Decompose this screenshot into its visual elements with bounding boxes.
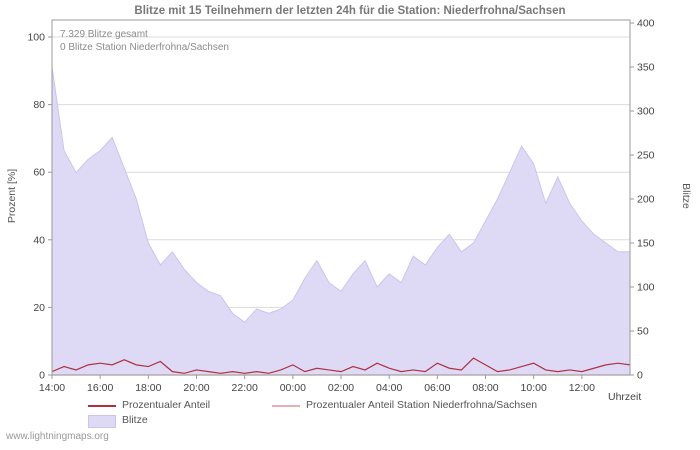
right-axis-tick-label: 350 — [637, 62, 655, 74]
annotation-station-blitze: 0 Blitze Station Niederfrohna/Sachsen — [60, 42, 229, 53]
x-axis-label: Uhrzeit — [608, 391, 642, 403]
right-axis-tick-label: 150 — [637, 238, 655, 250]
x-axis-tick-label: 14:00 — [39, 382, 65, 394]
left-axis-tick-label: 20 — [33, 302, 45, 314]
watermark-link[interactable]: www.lightningmaps.org — [6, 431, 109, 442]
right-axis-tick-label: 100 — [637, 282, 655, 294]
x-axis-tick-label: 08:00 — [472, 382, 498, 394]
legend-swatch-percent — [88, 405, 116, 407]
x-axis-tick-label: 02:00 — [328, 382, 354, 394]
annotation-total-blitze: 7.329 Blitze gesamt — [60, 29, 148, 40]
left-axis-tick-label: 40 — [33, 234, 45, 246]
legend-swatch-station-percent — [272, 405, 300, 407]
x-axis-tick-label: 06:00 — [424, 382, 450, 394]
legend-label-blitze: Blitze — [122, 414, 148, 426]
right-axis-tick-label: 400 — [637, 18, 655, 30]
right-axis-tick-label: 0 — [637, 370, 643, 382]
left-axis-tick-label: 100 — [27, 32, 45, 44]
line-series-percent — [51, 357, 631, 374]
legend-swatch-blitze — [88, 415, 116, 428]
x-axis-tick-label: 18:00 — [135, 382, 161, 394]
left-axis-tick-label: 60 — [33, 167, 45, 179]
x-axis-tick-label: 04:00 — [376, 382, 402, 394]
area-series-blitze — [51, 66, 631, 376]
y-axis-label-left: Prozent [%] — [6, 168, 18, 224]
legend-label-percent: Prozentualer Anteil — [122, 399, 211, 411]
x-axis-tick-label: 00:00 — [280, 382, 306, 394]
left-axis-tick-label: 0 — [39, 370, 45, 382]
right-axis-tick-label: 250 — [637, 150, 655, 162]
right-axis-tick-label: 300 — [637, 106, 655, 118]
legend-label-station-percent: Prozentualer Anteil Station Niederfrohna… — [306, 399, 538, 411]
x-axis-tick-label: 16:00 — [87, 382, 113, 394]
right-axis-tick-label: 200 — [637, 194, 655, 206]
chart-title: Blitze mit 15 Teilnehmern der letzten 24… — [134, 5, 566, 17]
y-axis-label-right: Blitze — [680, 183, 692, 209]
x-axis-tick-label: 12:00 — [569, 382, 595, 394]
x-axis-tick-label: 22:00 — [232, 382, 258, 394]
right-axis-tick-label: 50 — [637, 326, 649, 338]
x-axis-tick-label: 10:00 — [521, 382, 547, 394]
x-axis-tick-label: 20:00 — [183, 382, 209, 394]
left-axis-tick-label: 80 — [33, 99, 45, 111]
